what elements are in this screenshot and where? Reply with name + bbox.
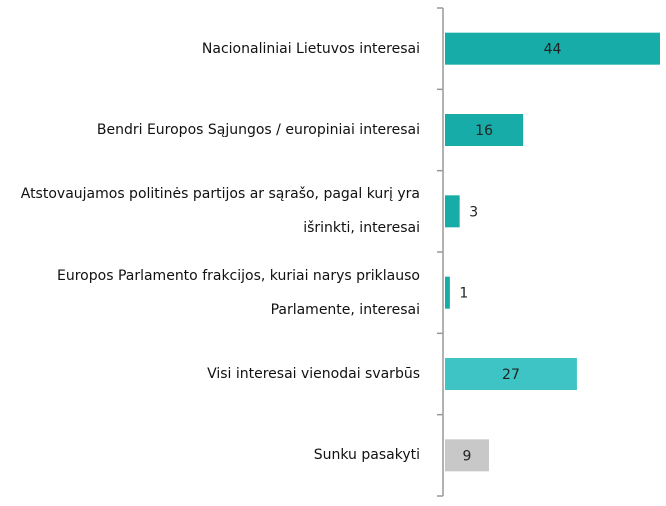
category-label: Nacionaliniai Lietuvos interesai	[201, 40, 420, 57]
category-label: Bendri Europos Sąjungos / europiniai int…	[96, 122, 420, 138]
bar	[445, 276, 450, 309]
value-label: 9	[463, 448, 472, 464]
category-label: Europos Parlamento frakcijos, kuriai nar…	[57, 267, 420, 318]
bar	[445, 439, 489, 472]
category-label: Atstovaujamos politinės partijos ar sąra…	[20, 186, 420, 237]
value-label: 27	[502, 367, 520, 383]
bar	[445, 32, 660, 65]
category-label: Visi interesai vienodai svarbūs	[207, 366, 420, 382]
bar	[445, 358, 577, 390]
bar	[445, 114, 524, 146]
value-label: 1	[459, 286, 468, 302]
value-label: 3	[469, 204, 478, 220]
bar	[445, 195, 460, 228]
value-label: 44	[544, 42, 562, 58]
category-label: Sunku pasakyti	[313, 447, 420, 464]
value-label: 16	[475, 123, 493, 139]
